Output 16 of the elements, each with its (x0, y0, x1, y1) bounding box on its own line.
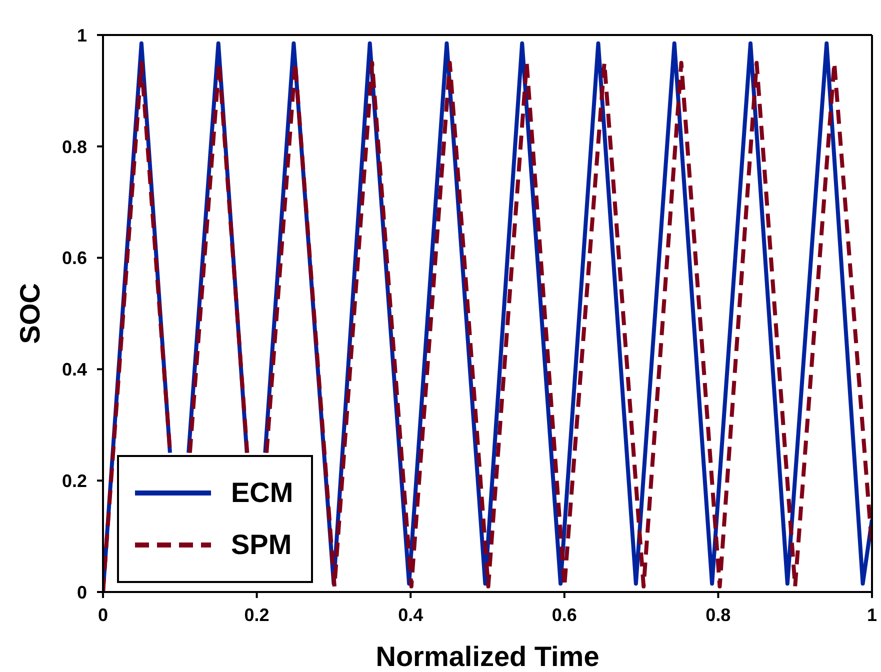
x-tick-label: 0.8 (706, 604, 731, 625)
y-tick-label: 0.2 (62, 470, 87, 491)
x-tick-label: 0 (98, 604, 108, 625)
x-tick-label: 0.4 (398, 604, 424, 625)
y-tick-label: 0.8 (62, 136, 87, 157)
y-axis-title: SOC (14, 283, 46, 344)
y-tick-label: 0 (76, 582, 87, 602)
y-tick-label: 1 (76, 25, 87, 46)
y-tick-label: 0.6 (62, 248, 87, 268)
legend-label: SPM (231, 529, 292, 561)
legend-label: ECM (231, 477, 294, 509)
x-tick-label: 0.6 (552, 604, 577, 625)
x-tick-label: 1 (866, 604, 878, 625)
x-axis-title: Normalized Time (376, 641, 600, 672)
x-tick-label: 0.2 (244, 604, 270, 625)
y-tick-label: 0.4 (62, 360, 87, 380)
